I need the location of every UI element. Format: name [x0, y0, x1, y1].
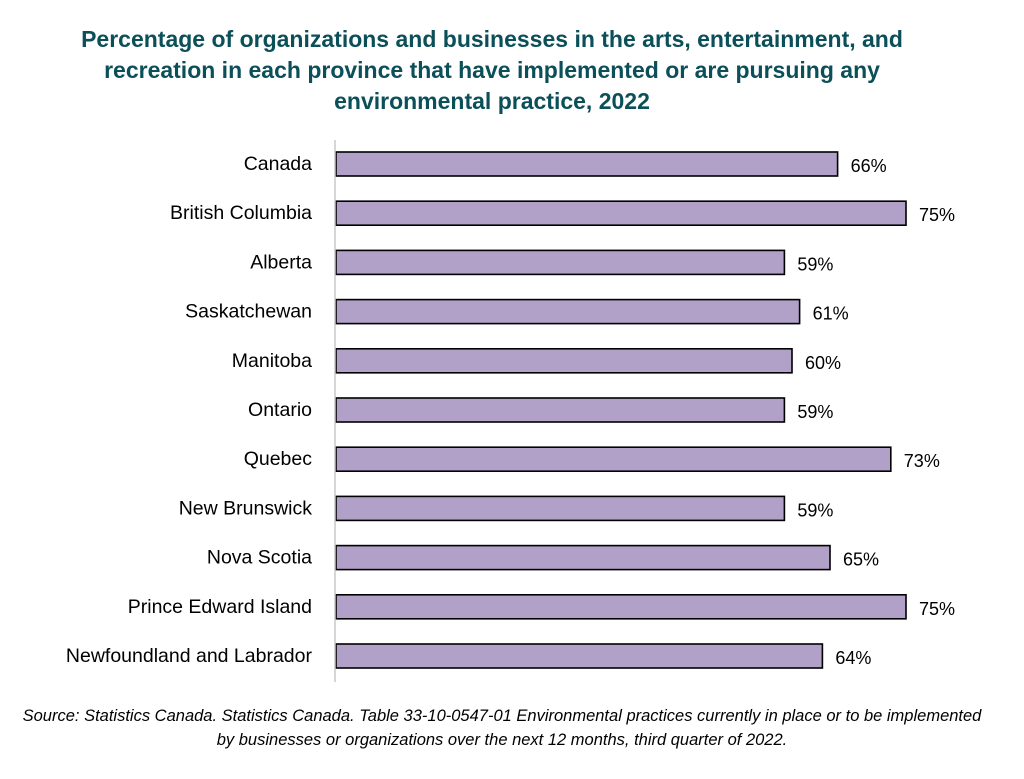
bar — [335, 593, 907, 620]
data-label: 64% — [835, 648, 871, 668]
bar — [335, 397, 786, 423]
data-label: 61% — [813, 304, 849, 324]
source-note: Source: Statistics Canada. Statistics Ca… — [22, 707, 982, 749]
bar — [335, 643, 824, 669]
data-label: 65% — [843, 550, 879, 570]
bar — [335, 298, 801, 325]
data-label: 75% — [919, 599, 955, 619]
bar — [335, 495, 786, 522]
data-label: 59% — [797, 254, 833, 274]
data-label: 75% — [919, 205, 955, 225]
category-label: Nova Scotia — [207, 547, 312, 569]
bars-group: Canada 66% British Columbia 75% Alberta 59% Sa… — [66, 151, 955, 669]
bar — [335, 151, 839, 177]
bar — [335, 347, 793, 374]
category-label: Canada — [244, 153, 312, 175]
bar — [335, 544, 831, 571]
category-label: British Columbia — [170, 202, 312, 224]
data-label: 66% — [851, 156, 887, 176]
category-label: Ontario — [248, 399, 312, 421]
category-label: Quebec — [244, 448, 313, 470]
bar — [335, 249, 786, 276]
category-label: Alberta — [250, 251, 312, 273]
category-label: Newfoundland and Labrador — [66, 645, 313, 667]
category-label: Manitoba — [232, 350, 312, 372]
bar — [335, 446, 892, 473]
data-label: 59% — [797, 402, 833, 422]
bar — [335, 200, 907, 226]
data-label: 60% — [805, 353, 841, 373]
category-label: Prince Edward Island — [128, 596, 312, 618]
category-label: New Brunswick — [179, 497, 313, 519]
data-label: 59% — [797, 500, 833, 520]
category-label: Saskatchewan — [185, 301, 312, 323]
data-label: 73% — [904, 451, 940, 471]
chart-title: Percentage of organizations and business… — [81, 26, 903, 114]
